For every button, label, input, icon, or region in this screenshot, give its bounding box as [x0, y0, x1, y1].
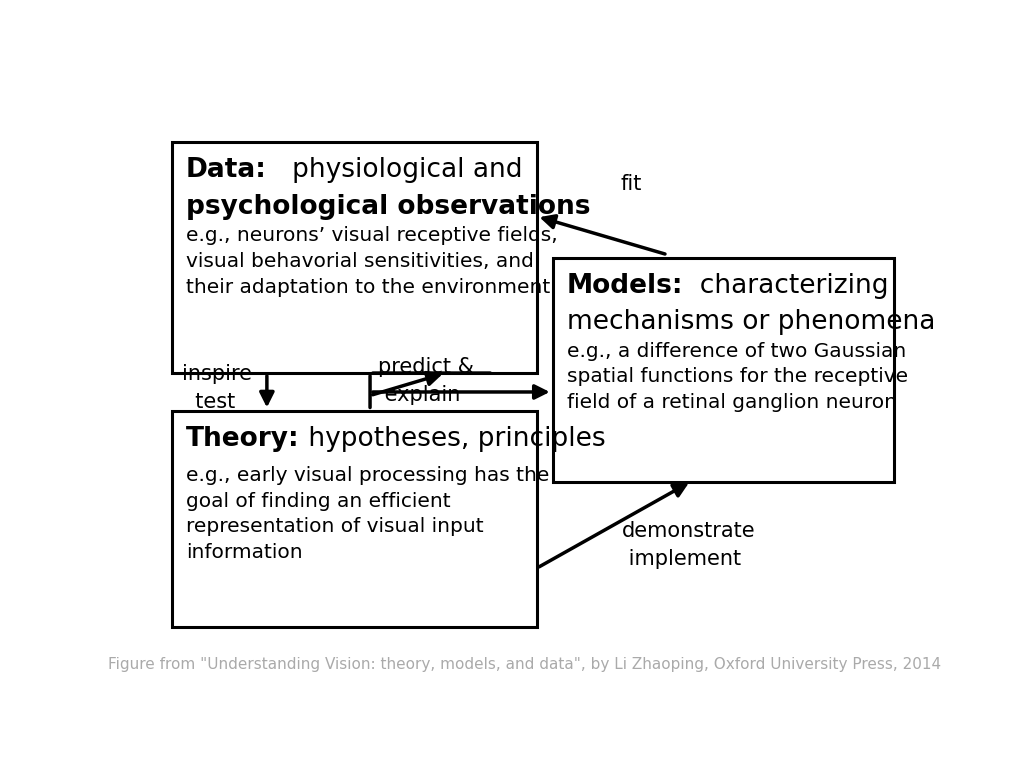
Text: predict &
 explain: predict & explain [378, 357, 474, 405]
Bar [553, 258, 894, 482]
Bar [172, 412, 537, 627]
Text: physiological and: physiological and [267, 157, 522, 184]
Text: e.g., a difference of two Gaussian
spatial functions for the receptive
field of : e.g., a difference of two Gaussian spati… [567, 342, 908, 412]
Text: Data:: Data: [186, 157, 267, 184]
Text: mechanisms or phenomena: mechanisms or phenomena [567, 310, 935, 335]
Text: inspire
  test: inspire test [182, 364, 252, 412]
Text: Figure from "Understanding Vision: theory, models, and data", by Li Zhaoping, Ox: Figure from "Understanding Vision: theor… [109, 657, 941, 672]
Text: hypotheses, principles: hypotheses, principles [300, 426, 605, 452]
Text: characterizing: characterizing [683, 273, 889, 299]
Text: Theory:: Theory: [186, 426, 300, 452]
Text: e.g., early visual processing has the
goal of finding an efficient
representatio: e.g., early visual processing has the go… [186, 466, 549, 562]
Text: Models:: Models: [567, 273, 683, 299]
Text: e.g., neurons’ visual receptive fields,
visual behavorial sensitivities, and
the: e.g., neurons’ visual receptive fields, … [186, 227, 558, 297]
Text: fit: fit [620, 174, 641, 194]
Text: psychological observations: psychological observations [186, 194, 591, 220]
Bar [172, 142, 537, 373]
Text: demonstrate
 implement: demonstrate implement [622, 521, 756, 568]
